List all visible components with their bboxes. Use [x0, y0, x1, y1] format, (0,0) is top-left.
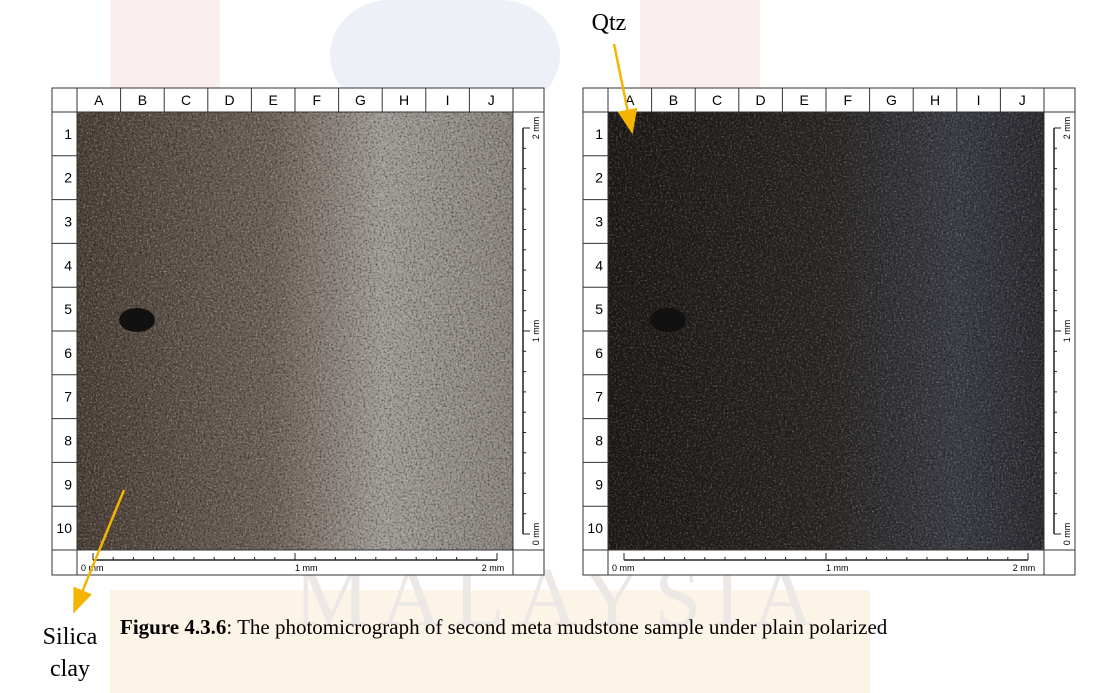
- annotation: clay: [50, 656, 90, 682]
- annotation: Silica: [43, 624, 98, 650]
- column-label: J: [1019, 92, 1026, 108]
- column-label: J: [488, 92, 495, 108]
- page-body: {"watermark": "MALAYSIA", "panels": [ {"…: [0, 0, 1104, 693]
- scale-label: 0 mm: [1062, 523, 1072, 546]
- row-label: 6: [64, 345, 72, 361]
- page: body { margin: 0; width: 1104px; height:…: [0, 0, 1104, 693]
- row-label: 3: [595, 214, 603, 230]
- row-label: 9: [595, 476, 603, 492]
- row-label: 6: [595, 345, 603, 361]
- panels: A B C D E F G H I J 1 2 3 4 5 6 7 8 9 10 0 mm 1 mm 2 mm 2 mm 1 m…: [52, 88, 1075, 575]
- row-label: 9: [64, 476, 72, 492]
- scale-label: 2 mm: [1013, 563, 1036, 573]
- column-label: B: [669, 92, 678, 108]
- column-label: F: [844, 92, 853, 108]
- column-label: B: [138, 92, 147, 108]
- scale-label: 2 mm: [482, 563, 505, 573]
- column-label: H: [930, 92, 940, 108]
- caption: Figure 4.3.6: The photomicrograph of sec…: [120, 615, 888, 639]
- row-label: 1: [64, 126, 72, 142]
- scale-label: 1 mm: [826, 563, 849, 573]
- column-label: H: [399, 92, 409, 108]
- scale-label: 1 mm: [295, 563, 318, 573]
- column-label: I: [446, 92, 450, 108]
- figure: MALAYSIA ABCDEFGHIJ123456789100 mm1 mm2 …: [0, 0, 1104, 693]
- scale-label: 2 mm: [531, 117, 541, 140]
- caption-text: : The photomicrograph of second meta mud…: [226, 615, 887, 639]
- column-label: D: [756, 92, 766, 108]
- row-label: 3: [64, 214, 72, 230]
- scale-label: 1 mm: [531, 320, 541, 343]
- row-label: 8: [595, 433, 603, 449]
- column-label: G: [886, 92, 897, 108]
- void: [650, 308, 686, 332]
- row-label: 8: [64, 433, 72, 449]
- column-label: C: [181, 92, 191, 108]
- row-label: 2: [64, 170, 72, 186]
- column-label: A: [94, 92, 104, 108]
- row-label: 10: [56, 520, 72, 536]
- column-label: F: [313, 92, 322, 108]
- row-label: 5: [64, 301, 72, 317]
- scale-label: 0 mm: [612, 563, 635, 573]
- column-label: C: [712, 92, 722, 108]
- column-label: G: [355, 92, 366, 108]
- column-label: E: [269, 92, 278, 108]
- row-label: 4: [64, 257, 72, 273]
- column-label: D: [225, 92, 235, 108]
- row-label: 7: [64, 389, 72, 405]
- row-label: 4: [595, 257, 603, 273]
- row-label: 7: [595, 389, 603, 405]
- void: [119, 308, 155, 332]
- column-label: E: [800, 92, 809, 108]
- annotation: Qtz: [592, 10, 627, 36]
- row-label: 1: [595, 126, 603, 142]
- scale-label: 1 mm: [1062, 320, 1072, 343]
- caption-label: Figure 4.3.6: [120, 615, 226, 639]
- row-label: 5: [595, 301, 603, 317]
- watermark-logo: [640, 0, 760, 100]
- column-label: I: [977, 92, 981, 108]
- scale-label: 2 mm: [1062, 117, 1072, 140]
- row-label: 2: [595, 170, 603, 186]
- scale-label: 0 mm: [531, 523, 541, 546]
- row-label: 10: [587, 520, 603, 536]
